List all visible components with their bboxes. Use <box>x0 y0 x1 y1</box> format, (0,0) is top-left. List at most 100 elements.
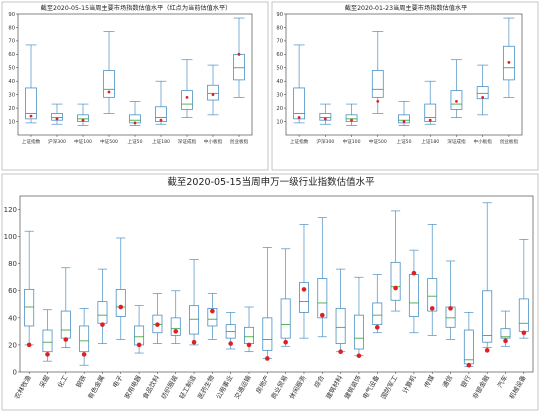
current-value-dot <box>173 329 179 334</box>
current-value-dot <box>26 342 32 348</box>
current-value-dot <box>350 118 353 122</box>
iqr-box <box>390 261 401 301</box>
current-value-dot <box>466 362 472 368</box>
box-上证指数 <box>293 44 306 124</box>
current-value-dot <box>521 330 527 336</box>
box-中小板指 <box>476 64 489 116</box>
current-value-dot <box>503 338 508 344</box>
iqr-box <box>42 329 53 353</box>
box-建筑材料 <box>335 268 346 354</box>
iqr-box <box>207 84 219 101</box>
current-value-dot <box>356 353 362 359</box>
iqr-box <box>25 87 37 120</box>
panel-frame <box>1 173 539 411</box>
category-label: 上证指数 <box>290 138 309 145</box>
plot-area <box>19 195 534 373</box>
y-tick-label: 40 <box>276 79 283 85</box>
box-深证成指 <box>181 59 193 118</box>
box-深证成指 <box>450 59 463 118</box>
y-tick-label: 60 <box>276 52 283 58</box>
iqr-box <box>353 314 364 350</box>
current-value-dot <box>455 99 458 103</box>
box-房地产 <box>262 247 273 361</box>
y-tick-label: 10 <box>8 119 15 125</box>
current-value-dot <box>301 287 307 292</box>
current-value-dot <box>484 348 490 353</box>
iqr-box <box>427 278 438 312</box>
current-value-dot <box>191 339 197 345</box>
panel-frame <box>1 1 269 171</box>
box-传媒 <box>427 224 438 336</box>
y-tick-label: 10 <box>276 119 283 125</box>
current-value-dot <box>265 356 270 361</box>
box-上证50 <box>398 101 410 126</box>
iqr-box <box>181 90 193 110</box>
y-tick-label: 30 <box>8 92 15 98</box>
iqr-box <box>207 307 218 327</box>
current-value-dot <box>100 322 105 327</box>
box-有色金属 <box>97 268 108 344</box>
y-tick-label: 90 <box>276 12 283 18</box>
current-value-dot <box>228 341 233 346</box>
category-label: 上证指数 <box>22 138 41 145</box>
box-电气设备 <box>372 274 383 334</box>
category-label: 中证100 <box>74 138 92 145</box>
box-电子 <box>115 237 126 340</box>
category-label: 上证180 <box>152 138 170 145</box>
current-value-dot <box>297 116 301 119</box>
box-综合 <box>317 217 328 338</box>
box-中证500 <box>103 31 115 114</box>
box-农林牧渔 <box>24 230 35 348</box>
y-tick-label: 90 <box>8 12 15 18</box>
current-value-dot <box>81 352 87 357</box>
box-公用事业 <box>225 312 236 350</box>
box-创业板指 <box>233 17 245 98</box>
current-value-dot <box>29 114 33 118</box>
box-上证180 <box>424 80 437 125</box>
current-value-dot <box>376 99 380 103</box>
box-中证500 <box>371 31 384 114</box>
box-银行 <box>463 312 474 368</box>
category-label: 中证500 <box>100 138 118 145</box>
current-value-dot <box>45 352 50 357</box>
chart-title: 截至2020-05-15当周主要市场指数估值水平（红点为当前估值水平） <box>41 4 232 12</box>
main-index-valuation-chart-prior: 截至2020-01-23当周主要市场指数估值水平 10 20 30 40 50 60 70 80… <box>271 1 539 171</box>
category-label: 中小板指 <box>473 138 492 145</box>
iqr-box <box>79 325 90 353</box>
y-tick-label: 100 <box>4 233 17 241</box>
box-通信 <box>445 260 456 340</box>
current-value-dot <box>323 117 327 121</box>
box-机械设备 <box>518 238 529 339</box>
box-上证指数 <box>25 44 37 124</box>
current-value-dot <box>210 308 215 314</box>
iqr-box <box>170 317 181 336</box>
current-value-dot <box>320 312 325 318</box>
current-value-dot <box>429 306 435 311</box>
current-value-dot <box>63 337 69 342</box>
y-tick-label: 50 <box>8 66 15 72</box>
current-value-dot <box>155 322 160 327</box>
category-label: 深证成指 <box>447 138 466 145</box>
box-钢铁 <box>79 308 90 366</box>
y-tick-label: 60 <box>8 287 17 295</box>
iqr-box <box>500 328 511 339</box>
y-tick-label: 20 <box>8 106 15 112</box>
box-上证50 <box>129 101 141 126</box>
y-tick-label: 80 <box>8 260 17 268</box>
category-label: 创业板指 <box>500 138 519 145</box>
box-中证100 <box>345 103 358 126</box>
y-tick-label: 40 <box>8 79 15 85</box>
y-tick-label: 70 <box>276 39 283 45</box>
y-tick-label: 120 <box>4 206 17 214</box>
category-label: 中小板指 <box>204 138 223 145</box>
iqr-box <box>335 307 346 344</box>
y-tick-label: 30 <box>276 92 283 98</box>
current-value-dot <box>118 304 124 310</box>
category-label: 中证100 <box>343 138 361 145</box>
current-value-dot <box>428 118 432 122</box>
iqr-box <box>371 70 384 98</box>
iqr-box <box>262 317 273 351</box>
box-非银金融 <box>482 202 493 353</box>
box-化工 <box>60 267 71 348</box>
industry-valuation-chart: 截至2020-05-15当周申万一级行业指数估值水平 0 20 40 60 80 100 12… <box>1 173 539 411</box>
